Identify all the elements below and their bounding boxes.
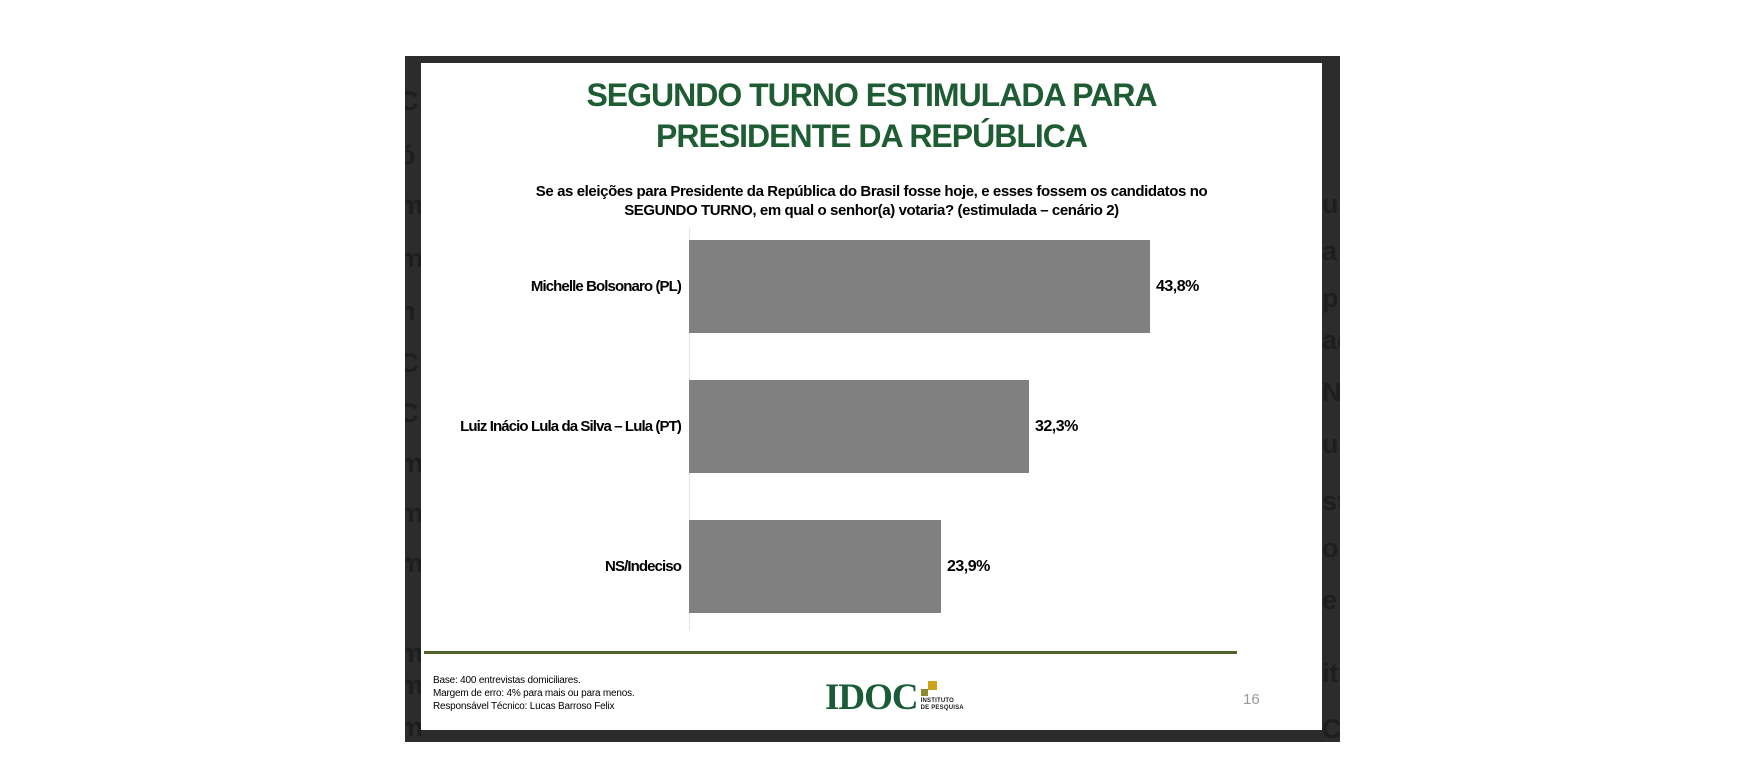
bar-category-label: Luiz Inácio Lula da Silva – Lula (PT) [460, 418, 682, 435]
slide-subtitle: Se as eleições para Presidente da Repúbl… [421, 182, 1322, 220]
background-text-fragment: m [405, 448, 424, 478]
olive-square-icon [920, 689, 928, 696]
idoc-logo-subtext-line2: DE PESQUISA [920, 705, 964, 711]
bar-category-label: NS/Indeciso [605, 558, 682, 575]
background-text-fragment: m [405, 548, 424, 578]
footnote-margin: Margem de erro: 4% para mais ou para men… [433, 688, 635, 699]
bar-category-label: Michelle Bolsonaro (PL) [530, 278, 682, 295]
background-text-fragment: m [405, 190, 424, 220]
background-text-fragment: C [405, 398, 419, 428]
bar [689, 380, 1029, 473]
slide-subtitle-line2: SEGUNDO TURNO, em qual o senhor(a) votar… [624, 202, 1119, 219]
gold-square-icon [927, 681, 937, 690]
background-text-fragment: u [1322, 189, 1339, 219]
background-text-fragment: N [1322, 377, 1340, 407]
background-text-fragment: C [405, 348, 419, 378]
background-text-fragment: m [405, 243, 424, 273]
background-text-fragment: m [405, 638, 424, 668]
background-text-fragment: C [405, 86, 419, 116]
bar-value-label: 32,3% [1035, 417, 1078, 435]
bar-value-label: 23,9% [947, 557, 990, 575]
page-number: 16 [1243, 691, 1260, 708]
slide: SEGUNDO TURNO ESTIMULADA PARA PRESIDENTE… [421, 63, 1322, 730]
background-text-fragment: C [1322, 714, 1340, 743]
background-text-fragment: n [405, 296, 416, 326]
idoc-logo-subtext-line1: INSTITUTO [920, 698, 954, 704]
slide-title-line1: SEGUNDO TURNO ESTIMULADA PARA [586, 77, 1157, 113]
background-text-fragment: it [1322, 658, 1339, 688]
slide-title-line2: PRESIDENTE DA REPÚBLICA [656, 118, 1088, 154]
bar-value-label: 43,8% [1156, 277, 1199, 295]
background-text-fragment: m [405, 670, 424, 700]
background-text-fragment: o [1322, 533, 1339, 563]
slide-title: SEGUNDO TURNO ESTIMULADA PARA PRESIDENTE… [421, 75, 1322, 157]
background-text-fragment: a [1322, 236, 1338, 266]
bar [689, 240, 1150, 333]
idoc-logo-word: IDOC [825, 677, 919, 718]
footnote-base: Base: 400 entrevistas domiciliares. [433, 675, 581, 686]
background-text-fragment: e [1322, 585, 1338, 615]
background-text-fragment: st [1322, 486, 1340, 516]
background-text-fragment: ó [405, 140, 416, 170]
background-text-fragment: m [405, 498, 424, 528]
idoc-logo-subtext: INSTITUTO DE PESQUISA [921, 698, 964, 712]
background-text-fragment: u [1322, 429, 1339, 459]
idoc-logo: IDOC INSTITUTO DE PESQUISA [825, 677, 964, 721]
idoc-logo-mark-icon [920, 681, 937, 697]
background-text-fragment: p [1322, 283, 1339, 313]
footnote: Base: 400 entrevistas domiciliares. Marg… [433, 674, 635, 713]
slide-subtitle-line1: Se as eleições para Presidente da Repúbl… [535, 183, 1208, 200]
bar [689, 520, 941, 613]
footer-divider-line [424, 651, 1237, 654]
background-text-fragment: ad [1322, 325, 1340, 355]
idoc-logo-side: INSTITUTO DE PESQUISA [920, 681, 964, 717]
footnote-responsible: Responsável Técnico: Lucas Barroso Felix [433, 701, 615, 712]
background-text-fragment: m [405, 712, 424, 742]
